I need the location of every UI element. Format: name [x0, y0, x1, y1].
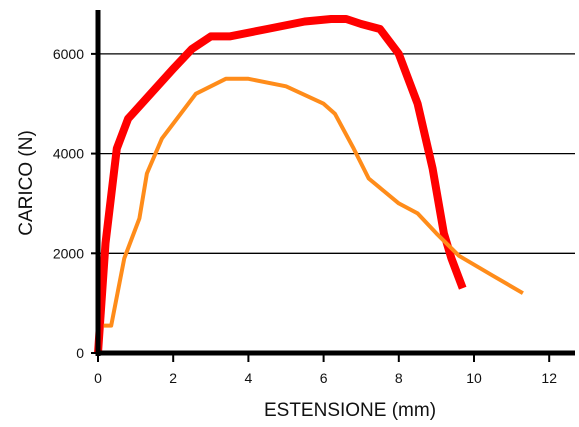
y-tick-label: 0 — [76, 345, 84, 361]
series-layer — [94, 15, 524, 354]
y-axis-title: CARICO (N) — [16, 130, 37, 236]
x-tick-label: 10 — [466, 370, 482, 386]
y-tick-label: 2000 — [53, 245, 84, 261]
x-tick-label: 8 — [395, 370, 403, 386]
x-tick-label: 0 — [94, 370, 102, 386]
ticks: 0 2000 4000 6000 0 2 4 6 8 10 12 — [53, 46, 557, 386]
x-tick-label: 12 — [541, 370, 557, 386]
x-tick-label: 6 — [320, 370, 328, 386]
gridlines — [98, 53, 575, 254]
x-tick-label: 2 — [169, 370, 177, 386]
y-tick-label: 4000 — [53, 146, 84, 162]
x-axis-title: ESTENSIONE (mm) — [264, 400, 436, 421]
x-tick-label: 4 — [245, 370, 253, 386]
axes — [95, 10, 575, 356]
y-tick-label: 6000 — [53, 46, 84, 62]
series-line-2 — [103, 76, 524, 328]
series-line-1 — [94, 15, 467, 354]
